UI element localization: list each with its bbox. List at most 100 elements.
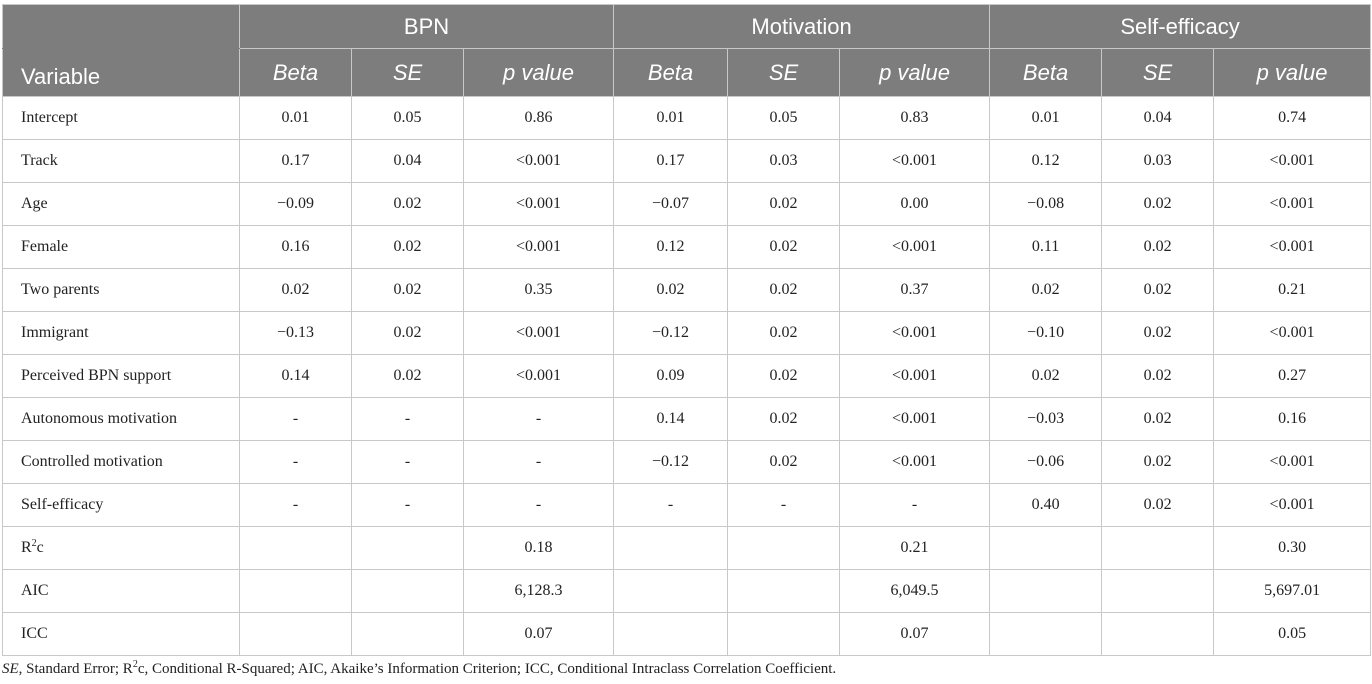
table-cell: <0.001 [1213, 311, 1372, 355]
col-header-beta: Beta [613, 48, 729, 97]
table-cell: 0.12 [613, 225, 729, 269]
table-cell: 0.02 [613, 268, 729, 312]
table-cell: <0.001 [462, 139, 615, 183]
table-cell [351, 612, 464, 656]
table-cell: −0.12 [613, 311, 729, 355]
table-cell: 0.16 [1213, 397, 1372, 441]
table-cell: 0.02 [351, 268, 464, 312]
footnote-superscript: 2 [132, 659, 138, 670]
row-label-main: AIC [21, 582, 49, 599]
table-cell: −0.09 [239, 182, 352, 226]
table-cell: <0.001 [462, 225, 615, 269]
table-cell: 0.02 [727, 397, 841, 441]
row-label: Age [2, 182, 240, 226]
group-header-motivation: Motivation [613, 4, 991, 49]
table-cell: 0.35 [462, 268, 615, 312]
table-cell: 0.09 [613, 354, 729, 398]
table-cell [351, 526, 464, 570]
table-cell: - [351, 440, 464, 484]
column-header-row: Variable Beta SE p value Beta SE p value… [2, 48, 1372, 97]
table-cell [989, 612, 1103, 656]
table-cell: 0.05 [727, 96, 841, 140]
table-cell: - [462, 397, 615, 441]
table-cell: 0.07 [839, 612, 991, 656]
table-cell: 0.02 [1101, 397, 1215, 441]
table-cell: 0.17 [239, 139, 352, 183]
table-row: Intercept 0.01 0.05 0.86 0.01 0.05 0.83 0.01 0.0… [2, 96, 1372, 140]
table-cell: 0.02 [351, 311, 464, 355]
table-cell: 0.02 [1101, 311, 1215, 355]
table-cell: −0.10 [989, 311, 1103, 355]
table-cell: −0.06 [989, 440, 1103, 484]
table-cell: 5,697.01 [1213, 569, 1372, 613]
fit-row: ICC 0.07 0.07 0.05 [2, 612, 1372, 656]
row-label-superscript: 2 [31, 538, 37, 549]
table-cell: 0.02 [1101, 354, 1215, 398]
table-cell [1101, 612, 1215, 656]
table-cell: - [839, 483, 991, 527]
table-cell [989, 569, 1103, 613]
table-cell: 0.14 [239, 354, 352, 398]
row-label: Autonomous motivation [2, 397, 240, 441]
table-cell: <0.001 [839, 311, 991, 355]
table-row: Immigrant −0.13 0.02 <0.001 −0.12 0.02 <0.001−… [2, 311, 1372, 355]
row-label-main: R [21, 539, 32, 556]
table-cell: - [239, 483, 352, 527]
table-cell: <0.001 [839, 397, 991, 441]
table-cell: −0.03 [989, 397, 1103, 441]
col-header-se: SE [727, 48, 841, 97]
table-cell: - [239, 440, 352, 484]
table-cell: −0.13 [239, 311, 352, 355]
table-cell: 0.00 [839, 182, 991, 226]
regression-table: BPN Motivation Self-efficacy Variable Be… [2, 4, 1372, 656]
table-cell: 0.21 [1213, 268, 1372, 312]
table-cell [727, 612, 841, 656]
footnote-text: , Standard Error; R [18, 661, 133, 677]
table-cell: 0.04 [351, 139, 464, 183]
table-cell: - [351, 483, 464, 527]
table-cell: 0.02 [727, 311, 841, 355]
table-cell: - [239, 397, 352, 441]
table-cell: 0.27 [1213, 354, 1372, 398]
table-cell: 0.02 [1101, 225, 1215, 269]
table-cell: 0.02 [727, 268, 841, 312]
table-row: Track 0.17 0.04 <0.001 0.17 0.03 <0.001 0.12 0.0… [2, 139, 1372, 183]
col-header-se: SE [1101, 48, 1215, 97]
table-cell: 0.12 [989, 139, 1103, 183]
table-cell [1101, 569, 1215, 613]
row-label-suffix: c [36, 539, 44, 556]
table-cell: 0.18 [462, 526, 615, 570]
table-cell: <0.001 [1213, 182, 1372, 226]
row-label-main: ICC [21, 625, 48, 642]
table-row: Perceived BPN support 0.14 0.02 <0.001 0.09 0… [2, 354, 1372, 398]
table-cell: - [462, 483, 615, 527]
fit-row: R2c 0.18 0.21 0.30 [2, 526, 1372, 570]
table-cell: 0.02 [351, 354, 464, 398]
table-cell [727, 569, 841, 613]
table-cell: 0.02 [1101, 440, 1215, 484]
table-footnote: SE, Standard Error; R2c, Conditional R-S… [2, 659, 837, 678]
table-cell: 0.74 [1213, 96, 1372, 140]
table-cell: <0.001 [839, 354, 991, 398]
table-cell: <0.001 [462, 182, 615, 226]
table-row: Age −0.09 0.02 <0.001 −0.07 0.02 0.00 −0.08 0.02… [2, 182, 1372, 226]
table-cell: 0.01 [613, 96, 729, 140]
table-row: Autonomous motivation - - -0.14 0.02 <0.001 −0… [2, 397, 1372, 441]
table-cell: 0.30 [1213, 526, 1372, 570]
group-header-bpn: BPN [238, 4, 615, 49]
table-cell: <0.001 [1213, 139, 1372, 183]
table-cell: 0.37 [839, 268, 991, 312]
row-label: Two parents [2, 268, 240, 312]
table-cell: 0.14 [613, 397, 729, 441]
row-label: Immigrant [2, 311, 240, 355]
table-cell: 0.02 [351, 225, 464, 269]
col-header-beta: Beta [239, 48, 352, 97]
table-cell [239, 612, 352, 656]
table-cell [613, 569, 729, 613]
table-cell: 0.02 [239, 268, 352, 312]
row-label: Track [2, 139, 240, 183]
table-row: Self-efficacy - - - - - -0.40 0.02 <0.001 [2, 483, 1372, 527]
footnote-text-rest: c, Conditional R-Squared; AIC, Akaike’s … [137, 661, 837, 677]
table-row: Controlled motivation - - - −0.12 0.02 <0.001−… [2, 440, 1372, 484]
row-label: Self-efficacy [2, 483, 240, 527]
